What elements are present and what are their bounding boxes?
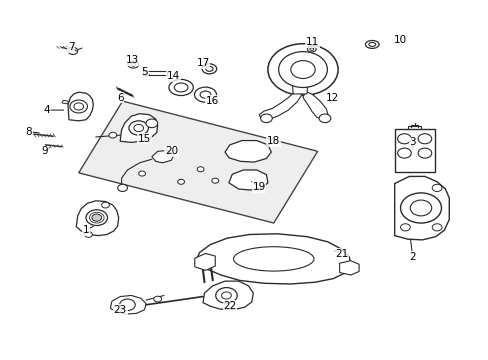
- Circle shape: [84, 231, 92, 237]
- Circle shape: [86, 210, 107, 226]
- Ellipse shape: [309, 48, 313, 50]
- Text: 12: 12: [325, 93, 338, 103]
- Text: 7: 7: [68, 42, 75, 52]
- Ellipse shape: [168, 80, 193, 95]
- Text: 8: 8: [25, 127, 32, 136]
- Circle shape: [146, 119, 158, 128]
- Polygon shape: [152, 150, 173, 163]
- Polygon shape: [303, 91, 328, 119]
- Text: 18: 18: [266, 136, 280, 146]
- Text: 4: 4: [43, 105, 50, 115]
- Polygon shape: [194, 253, 215, 270]
- Ellipse shape: [194, 87, 216, 102]
- Text: 3: 3: [408, 138, 415, 147]
- Circle shape: [267, 44, 337, 95]
- Text: 23: 23: [113, 305, 126, 315]
- Circle shape: [417, 134, 431, 144]
- Text: 5: 5: [141, 67, 147, 77]
- Circle shape: [397, 134, 410, 144]
- Text: 15: 15: [138, 134, 151, 144]
- Circle shape: [397, 148, 410, 158]
- Circle shape: [221, 292, 231, 299]
- Ellipse shape: [205, 66, 213, 71]
- Polygon shape: [194, 234, 350, 284]
- Ellipse shape: [368, 42, 375, 46]
- Polygon shape: [224, 140, 271, 162]
- Circle shape: [134, 125, 143, 132]
- Polygon shape: [259, 91, 302, 120]
- Polygon shape: [62, 100, 68, 104]
- Circle shape: [197, 167, 203, 172]
- Polygon shape: [339, 261, 358, 275]
- Ellipse shape: [200, 91, 210, 98]
- Text: 20: 20: [164, 146, 178, 156]
- Bar: [394, 129, 434, 172]
- Text: 13: 13: [125, 55, 139, 65]
- Ellipse shape: [128, 61, 139, 68]
- Circle shape: [118, 184, 127, 192]
- Circle shape: [260, 114, 272, 123]
- Circle shape: [278, 51, 327, 87]
- Circle shape: [409, 200, 431, 216]
- Ellipse shape: [202, 64, 216, 74]
- Circle shape: [154, 296, 161, 302]
- Circle shape: [109, 132, 117, 138]
- Circle shape: [92, 214, 102, 221]
- Text: 11: 11: [305, 37, 319, 47]
- Ellipse shape: [131, 63, 136, 66]
- Circle shape: [129, 121, 148, 135]
- Circle shape: [74, 103, 83, 110]
- Circle shape: [400, 224, 409, 231]
- Text: 6: 6: [117, 93, 123, 103]
- Ellipse shape: [307, 46, 316, 52]
- Polygon shape: [120, 114, 158, 142]
- Polygon shape: [79, 101, 317, 223]
- Polygon shape: [292, 80, 307, 94]
- Circle shape: [215, 288, 237, 303]
- Polygon shape: [203, 281, 253, 310]
- Text: 10: 10: [393, 35, 407, 45]
- Circle shape: [70, 100, 87, 113]
- Polygon shape: [228, 170, 267, 190]
- Ellipse shape: [233, 247, 313, 271]
- Circle shape: [177, 179, 184, 184]
- Circle shape: [139, 171, 145, 176]
- Text: 9: 9: [41, 146, 48, 156]
- Circle shape: [102, 202, 109, 208]
- Circle shape: [68, 47, 78, 54]
- Circle shape: [400, 193, 441, 223]
- Text: 21: 21: [335, 248, 348, 258]
- Text: 22: 22: [223, 301, 236, 311]
- Text: 2: 2: [408, 252, 415, 262]
- Circle shape: [319, 114, 330, 123]
- Circle shape: [431, 224, 441, 231]
- Text: 14: 14: [167, 71, 180, 81]
- Bar: [143, 71, 167, 75]
- Text: 16: 16: [206, 96, 219, 106]
- Circle shape: [120, 299, 135, 311]
- Text: 17: 17: [196, 58, 209, 68]
- Circle shape: [431, 184, 441, 192]
- Text: 1: 1: [82, 225, 89, 235]
- Circle shape: [290, 60, 315, 78]
- Polygon shape: [68, 92, 93, 121]
- Polygon shape: [110, 296, 146, 314]
- Text: 19: 19: [252, 182, 265, 192]
- Ellipse shape: [174, 83, 187, 92]
- Circle shape: [211, 178, 218, 183]
- Polygon shape: [76, 201, 119, 235]
- Circle shape: [417, 148, 431, 158]
- Ellipse shape: [365, 41, 378, 48]
- Polygon shape: [394, 176, 448, 240]
